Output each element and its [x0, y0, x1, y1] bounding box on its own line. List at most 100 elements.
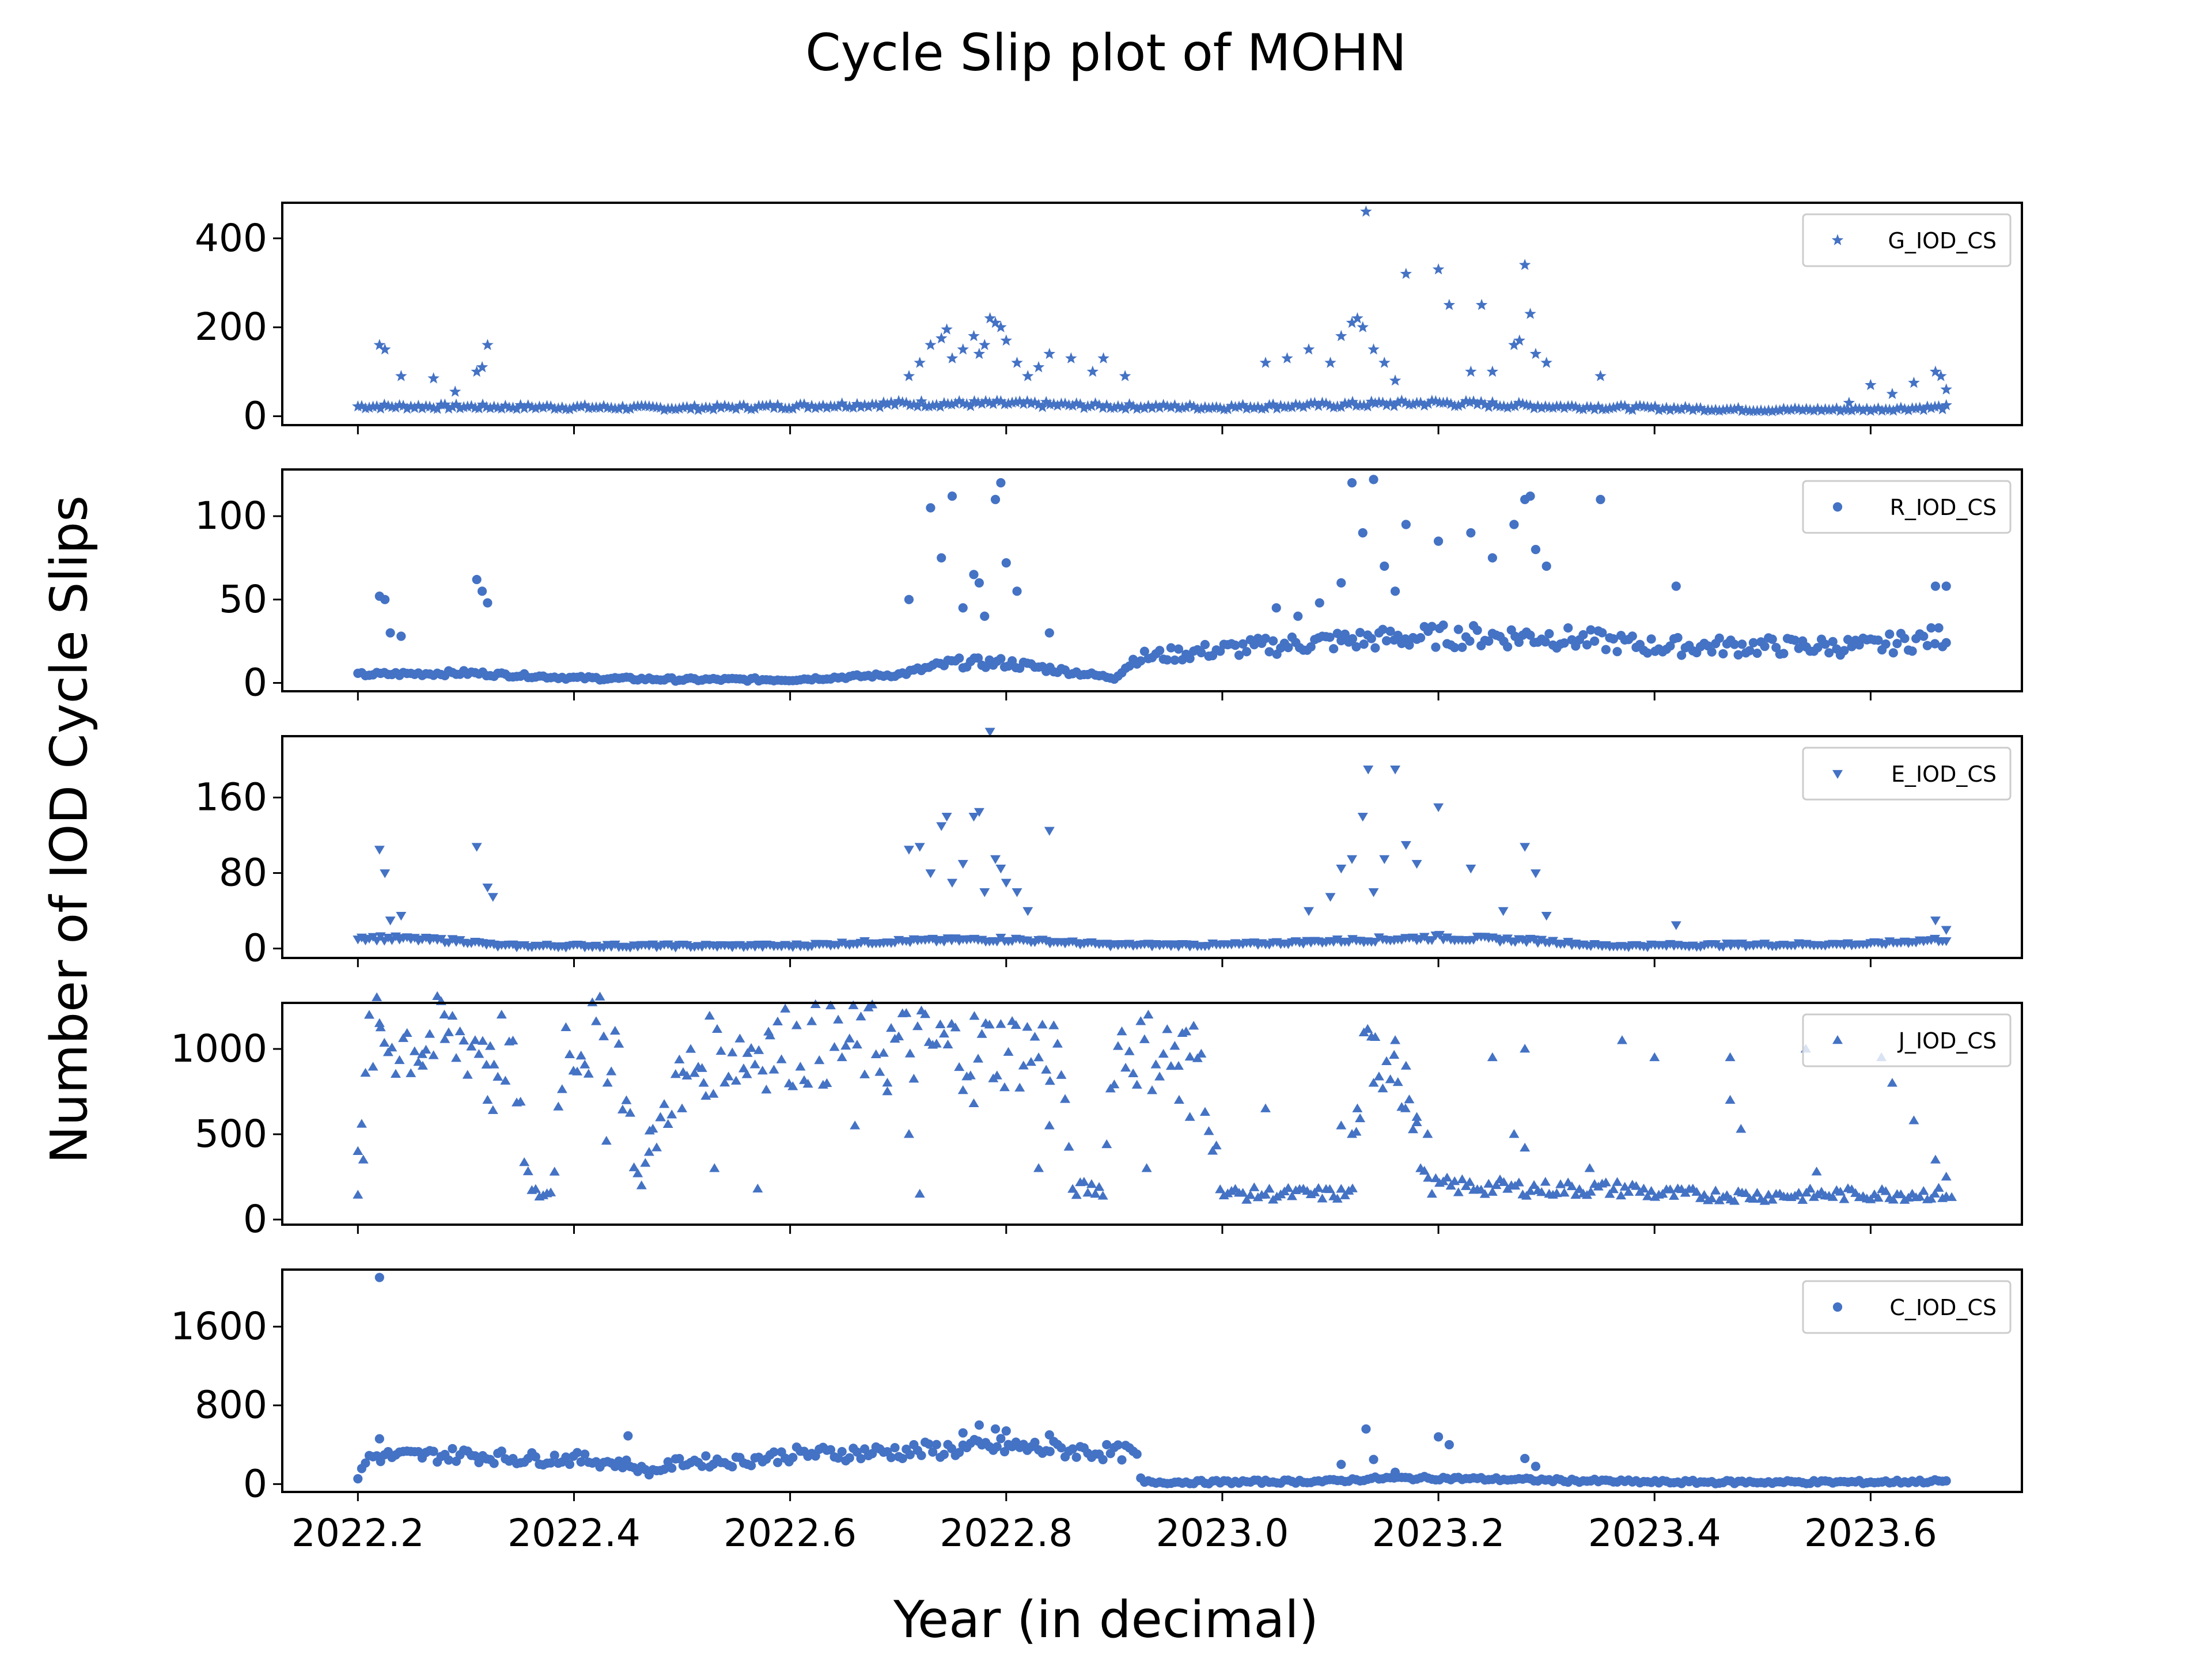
data-point: [1886, 388, 1899, 399]
data-point: [473, 402, 485, 414]
data-point: [1779, 649, 1789, 658]
data-point: [457, 401, 470, 412]
data-point: [1941, 937, 1952, 946]
data-point: [1486, 396, 1499, 408]
data-point: [734, 399, 746, 411]
data-point: [1706, 404, 1718, 416]
data-point: [519, 1157, 530, 1166]
data-point: [926, 399, 939, 411]
data-point: [1827, 403, 1839, 415]
data-point: [356, 1119, 367, 1128]
y-tick-label: 1000: [171, 1027, 267, 1071]
data-point: [1044, 1120, 1055, 1130]
data-point: [1173, 1094, 1184, 1104]
data-point: [1278, 401, 1291, 412]
data-point: [684, 403, 697, 414]
data-point: [1464, 1177, 1475, 1186]
data-point: [425, 1029, 435, 1038]
data-point: [1366, 634, 1376, 643]
data-point: [1380, 399, 1393, 411]
data-point: [1365, 395, 1378, 407]
data-point: [1895, 1189, 1906, 1199]
data-point: [1531, 1461, 1541, 1471]
data-point: [1339, 1190, 1350, 1199]
data-point: [1400, 267, 1412, 279]
data-point: [980, 611, 990, 621]
data-point: [1930, 1154, 1941, 1164]
data-point: [1066, 399, 1079, 411]
data-point: [882, 1077, 893, 1087]
series-r-iod-cs: [353, 475, 1951, 686]
data-point: [1123, 398, 1135, 410]
data-point: [1600, 403, 1612, 415]
data-point: [373, 339, 386, 350]
data-point: [1748, 1194, 1759, 1203]
data-point: [1790, 635, 1800, 645]
data-point: [1327, 401, 1340, 412]
data-point: [1404, 1094, 1415, 1104]
data-point: [1427, 622, 1437, 631]
y-tick-label: 0: [243, 1461, 267, 1506]
data-point: [1941, 1172, 1952, 1181]
data-point: [1071, 1190, 1082, 1199]
data-point: [374, 1018, 385, 1027]
data-point: [1165, 401, 1177, 412]
data-point: [1479, 398, 1491, 410]
data-point: [1357, 321, 1369, 332]
data-point: [1184, 1112, 1195, 1121]
data-point: [462, 1070, 473, 1079]
data-point: [1135, 1016, 1146, 1025]
data-point: [688, 400, 700, 411]
data-point: [1521, 1191, 1532, 1200]
axes-frame: [281, 1268, 2023, 1493]
data-point: [1630, 400, 1642, 412]
data-point: [1713, 404, 1726, 416]
data-point: [989, 316, 1002, 328]
data-point: [1112, 1041, 1123, 1050]
data-point: [903, 370, 915, 381]
data-point: [885, 396, 897, 408]
data-point: [601, 1135, 612, 1145]
data-point: [1925, 402, 1937, 414]
data-point: [996, 654, 1006, 664]
data-point: [1074, 398, 1086, 410]
data-point: [1146, 402, 1158, 414]
data-point: [477, 1036, 488, 1045]
data-point: [1452, 399, 1465, 411]
data-point: [1453, 1187, 1464, 1196]
data-point: [1343, 397, 1355, 410]
data-point: [1158, 1048, 1169, 1058]
data-point: [1509, 400, 1521, 411]
data-point: [1612, 647, 1622, 657]
data-point: [476, 361, 488, 373]
data-point: [1381, 636, 1392, 646]
data-point: [1172, 402, 1185, 414]
data-point: [1857, 404, 1869, 416]
data-point: [1252, 401, 1264, 412]
data-point: [914, 843, 925, 852]
data-point: [1052, 1039, 1063, 1048]
data-point: [923, 400, 935, 412]
data-point: [889, 399, 901, 410]
data-point: [874, 401, 886, 412]
data-point: [1873, 635, 1883, 645]
data-point: [443, 1027, 454, 1036]
data-point: [1260, 634, 1271, 643]
data-point: [567, 402, 579, 413]
data-point: [806, 1016, 817, 1025]
data-point: [1423, 1173, 1434, 1182]
data-point: [417, 1060, 428, 1070]
data-point: [471, 843, 482, 852]
data-point: [1136, 656, 1146, 666]
data-point: [1554, 400, 1567, 412]
data-point: [1142, 400, 1154, 411]
data-point: [809, 402, 821, 414]
data-point: [814, 1055, 825, 1065]
data-point: [1657, 403, 1669, 414]
data-point: [1363, 766, 1374, 775]
data-point: [1940, 383, 1952, 395]
data-point: [870, 399, 882, 410]
data-point: [1520, 1043, 1531, 1053]
data-point: [576, 1457, 586, 1467]
data-point: [968, 1098, 979, 1108]
